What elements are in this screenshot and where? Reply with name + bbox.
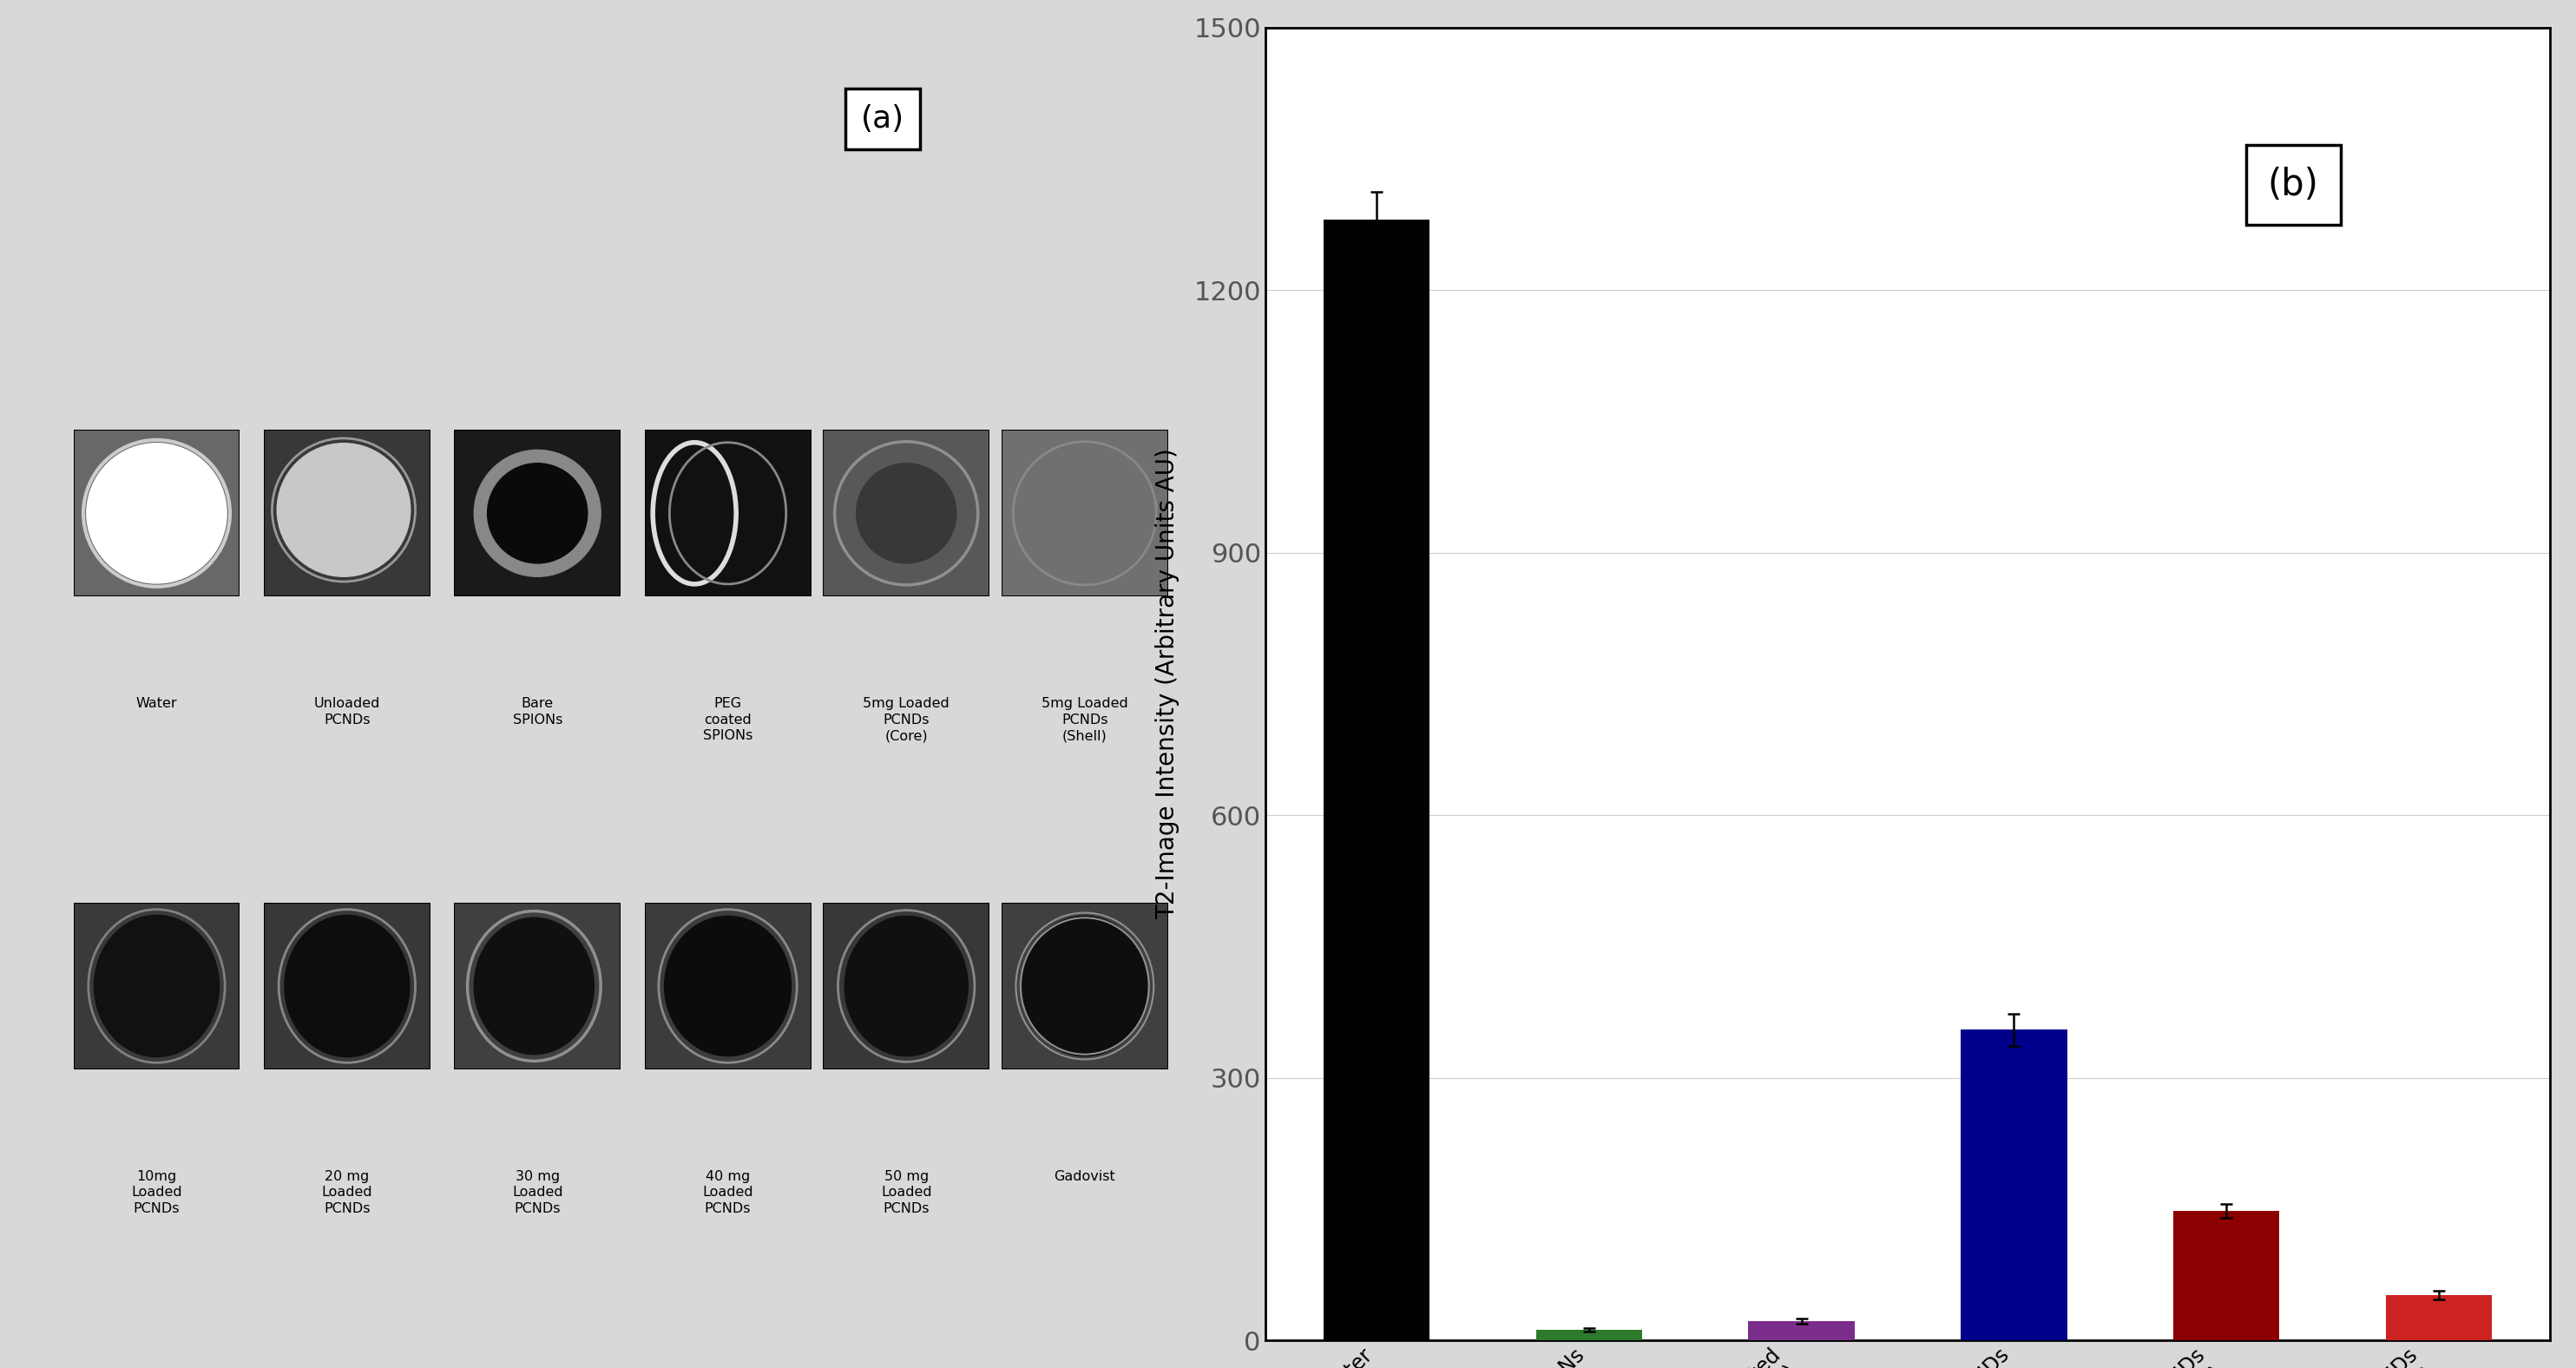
Text: 5mg Loaded
PCNDs
(Shell): 5mg Loaded PCNDs (Shell) — [1041, 698, 1128, 743]
Text: Unloaded
PCNDs: Unloaded PCNDs — [314, 698, 381, 726]
Text: Water: Water — [137, 698, 178, 710]
Text: (a): (a) — [860, 104, 904, 134]
Text: PEG
coated
SPIONs: PEG coated SPIONs — [703, 698, 752, 743]
Bar — [1960, 1030, 2066, 1341]
Text: 20 mg
Loaded
PCNDs: 20 mg Loaded PCNDs — [322, 1170, 374, 1215]
Text: 5mg Loaded
PCNDs
(Core): 5mg Loaded PCNDs (Core) — [863, 698, 951, 743]
Text: Gadovist: Gadovist — [1054, 1170, 1115, 1183]
Text: Bare
SPIONs: Bare SPIONs — [513, 698, 562, 726]
Text: 50 mg
Loaded
PCNDs: 50 mg Loaded PCNDs — [881, 1170, 933, 1215]
Y-axis label: T2-Image Intensity (Arbitrary Units AU): T2-Image Intensity (Arbitrary Units AU) — [1154, 449, 1180, 919]
Text: (b): (b) — [2267, 167, 2318, 204]
Bar — [2385, 1295, 2491, 1341]
Bar — [2174, 1211, 2280, 1341]
Bar — [1749, 1321, 1855, 1341]
Bar — [1535, 1330, 1641, 1341]
Text: 10mg
Loaded
PCNDs: 10mg Loaded PCNDs — [131, 1170, 183, 1215]
Bar — [1324, 220, 1430, 1341]
Text: 40 mg
Loaded
PCNDs: 40 mg Loaded PCNDs — [703, 1170, 752, 1215]
Text: 30 mg
Loaded
PCNDs: 30 mg Loaded PCNDs — [513, 1170, 562, 1215]
